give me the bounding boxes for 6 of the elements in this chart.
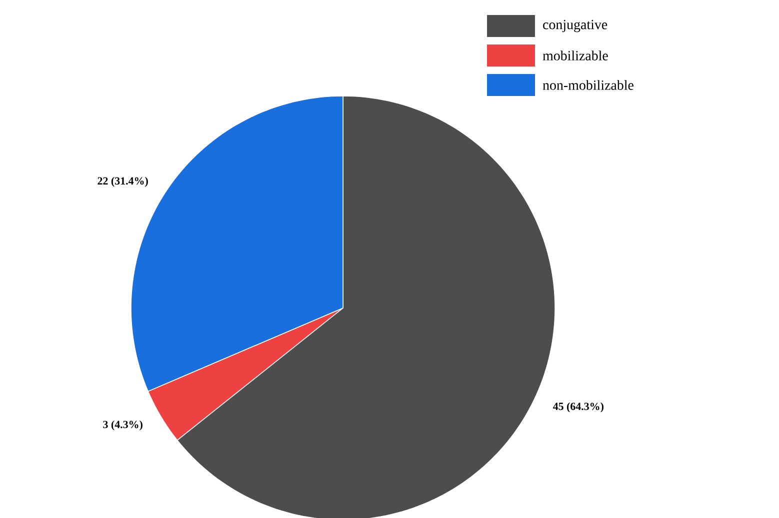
data-label: 3 (4.3%) <box>103 420 142 430</box>
legend-label: mobilizable <box>542 50 608 60</box>
data-label: 22 (31.4%) <box>98 176 148 187</box>
legend-label: non-mobilizable <box>542 80 634 90</box>
legend-label: conjugative <box>543 20 608 32</box>
data-label: 45 (64.3%) <box>552 402 604 412</box>
